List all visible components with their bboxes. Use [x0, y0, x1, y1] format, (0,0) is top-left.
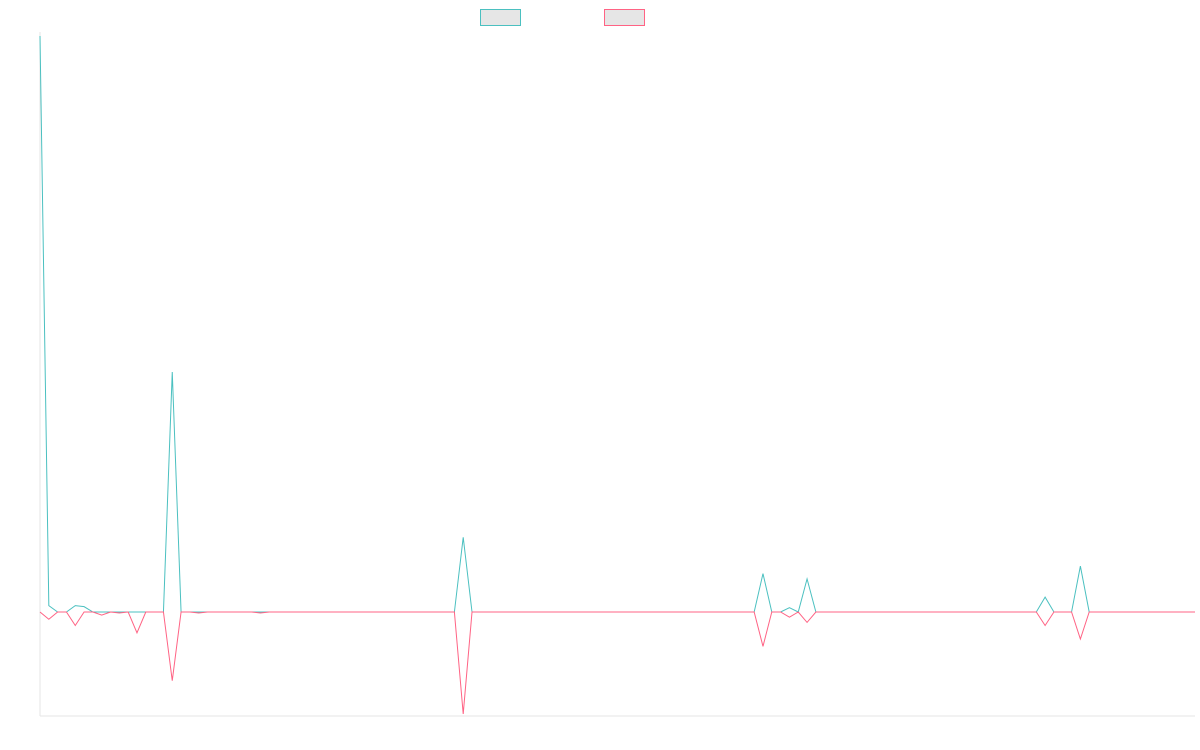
legend-swatch-2[interactable]: [604, 9, 645, 26]
series-1-point-12[interactable]: [1078, 564, 1082, 568]
series-1-point-3[interactable]: [73, 604, 77, 608]
series-1-point-7[interactable]: [461, 535, 465, 539]
series-1-point-11[interactable]: [1043, 595, 1047, 599]
series-1-point-2[interactable]: [47, 604, 51, 608]
series-2-point-1[interactable]: [47, 617, 51, 621]
series-2-point-11[interactable]: [787, 615, 791, 619]
series-2-point-14[interactable]: [1078, 637, 1082, 641]
series-1-point-4[interactable]: [82, 605, 86, 609]
series-layer: [38, 34, 1195, 716]
series-2-point-4[interactable]: [117, 611, 121, 615]
series-2-point-2[interactable]: [73, 624, 77, 628]
axes: [39, 32, 1195, 717]
series-1-point-5[interactable]: [135, 610, 139, 614]
series-1-point-1[interactable]: [38, 34, 42, 38]
series-2-point-3[interactable]: [100, 613, 104, 617]
series-2-point-8[interactable]: [258, 611, 262, 615]
series-2-point-6[interactable]: [170, 679, 174, 683]
legend-swatch-1[interactable]: [480, 9, 521, 26]
series-2-point-9[interactable]: [461, 712, 465, 716]
series-line-1: [39, 35, 1195, 613]
legend[interactable]: [480, 9, 645, 26]
series-1-point-9[interactable]: [787, 606, 791, 610]
series-2-point-10[interactable]: [761, 644, 765, 648]
series-2-point-5[interactable]: [135, 631, 139, 635]
series-1-point-10[interactable]: [805, 577, 809, 581]
series-line-2: [39, 611, 1195, 714]
series-2-point-13[interactable]: [1043, 624, 1047, 628]
series-2-point-7[interactable]: [197, 611, 201, 615]
series-1-point-8[interactable]: [761, 572, 765, 576]
series-1-point-6[interactable]: [170, 370, 174, 374]
series-2-point-12[interactable]: [805, 620, 809, 624]
